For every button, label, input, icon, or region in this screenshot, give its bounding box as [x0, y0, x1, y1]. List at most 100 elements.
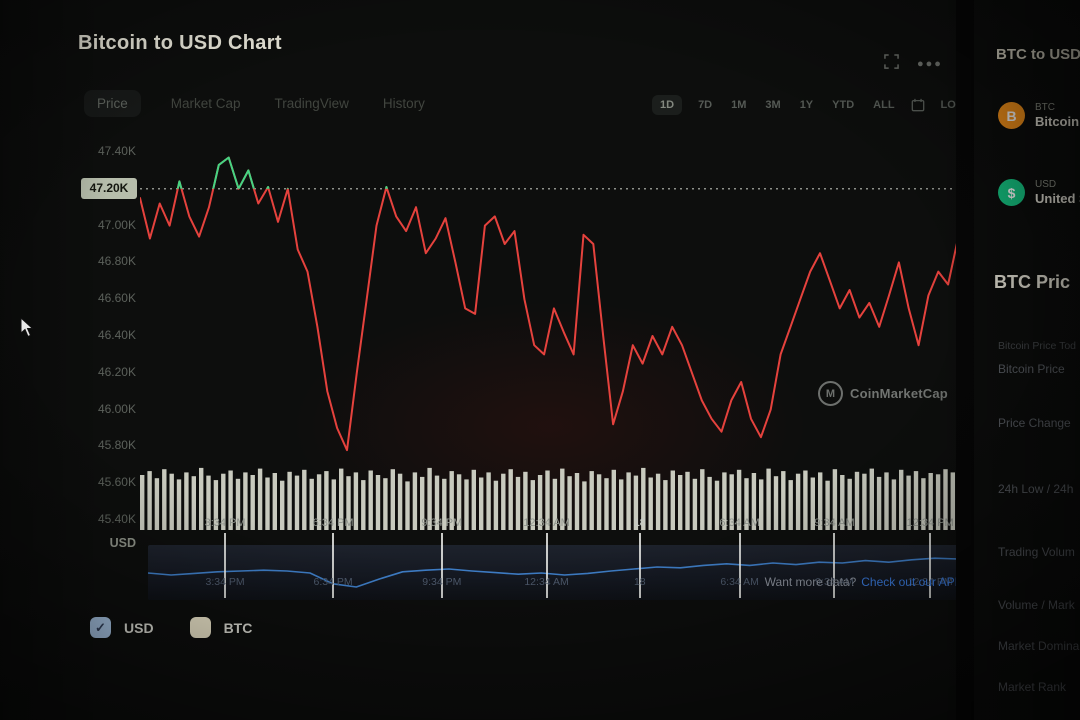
- volume-bar: [184, 472, 189, 530]
- price-chart[interactable]: [139, 140, 959, 532]
- volume-bar: [493, 480, 499, 530]
- price-line: [139, 156, 959, 452]
- x-axis-label: 9:34 AM: [814, 517, 855, 529]
- chart-tabs: Price Market Cap TradingView History: [84, 90, 429, 117]
- volume-bar: [397, 473, 403, 530]
- range-7d[interactable]: 7D: [695, 95, 715, 115]
- x-axis-label: 9:34 PM: [421, 517, 463, 529]
- navigator-label: 18: [633, 576, 646, 588]
- range-all[interactable]: ALL: [870, 95, 897, 115]
- range-1y[interactable]: 1Y: [797, 95, 816, 115]
- navigator[interactable]: [147, 545, 959, 600]
- y-axis-label: 47.00K: [97, 217, 136, 232]
- y-axis-label: 46.60K: [97, 291, 136, 306]
- x-axis-label: 12:34 AM: [523, 517, 570, 529]
- y-axis-label: 45.60K: [97, 475, 136, 490]
- range-selector: 1D 7D 1M 3M 1Y YTD ALL LOG: [652, 95, 967, 115]
- volume-bar: [272, 473, 277, 530]
- currency-name: United St: [1035, 191, 1080, 206]
- screen-bezel-gap: [956, 0, 974, 720]
- x-axis-gridline: [332, 533, 335, 598]
- volume-bar: [479, 477, 484, 530]
- volume-bar: [375, 475, 381, 530]
- range-1d[interactable]: 1D: [652, 95, 683, 115]
- stat-row-volume-market-cap[interactable]: Volume / Mark: [998, 598, 1075, 612]
- range-ytd[interactable]: YTD: [829, 95, 857, 115]
- stat-row-price-change[interactable]: Price Change: [998, 416, 1071, 430]
- volume-bar: [795, 473, 801, 530]
- volume-bar: [287, 471, 292, 530]
- stat-row-market-dominance[interactable]: Market Domina: [998, 639, 1080, 653]
- y-axis-unit-label: USD: [109, 536, 136, 550]
- volume-bar: [280, 480, 285, 530]
- range-3m[interactable]: 3M: [762, 95, 783, 115]
- stat-row-bitcoin-price[interactable]: Bitcoin Price: [998, 362, 1065, 376]
- fullscreen-icon[interactable]: [884, 54, 899, 74]
- volume-bar: [700, 469, 705, 530]
- navigator-svg: [147, 557, 959, 588]
- coinmarketcap-watermark: M CoinMarketCap: [818, 381, 948, 406]
- volume-bar: [869, 468, 874, 530]
- volume-bar: [678, 475, 683, 530]
- volume-bar: [162, 469, 167, 530]
- converter-currency-row[interactable]: $ USD United St: [998, 179, 1080, 206]
- volume-bar: [596, 474, 602, 530]
- tab-price[interactable]: Price: [84, 90, 141, 117]
- volume-bar: [294, 475, 300, 530]
- y-axis-label: 45.40K: [97, 512, 136, 526]
- sidebar: BTC to USD Co B BTC Bitcoin $ USD United…: [974, 0, 1080, 720]
- x-axis-label: 6:34 PM: [312, 517, 354, 529]
- dollar-icon: $: [998, 179, 1025, 206]
- legend-label-usd: USD: [124, 619, 154, 636]
- volume-bar: [508, 469, 513, 530]
- y-axis-label: 46.00K: [97, 401, 136, 416]
- volume-bar: [788, 480, 793, 530]
- volume-bar: [891, 479, 897, 530]
- x-axis-label: 3:34 PM: [204, 517, 246, 529]
- y-axis-label: 46.40K: [97, 328, 136, 342]
- stat-row-24h-low-high[interactable]: 24h Low / 24h: [998, 482, 1074, 496]
- y-axis-label: 46.20K: [97, 364, 136, 379]
- more-options-icon[interactable]: ●●●: [917, 58, 943, 70]
- tab-tradingview[interactable]: TradingView: [271, 90, 353, 117]
- legend-item-btc[interactable]: ✓ BTC: [189, 617, 252, 638]
- btc-checkbox[interactable]: ✓: [189, 617, 211, 638]
- tab-history[interactable]: History: [379, 90, 429, 117]
- navigator-label: 12:34 AM: [524, 576, 569, 588]
- legend-item-usd[interactable]: ✓ USD: [90, 617, 154, 638]
- y-axis-highlight-badge: 47.20K: [81, 177, 137, 199]
- currency-symbol: USD: [1035, 179, 1057, 190]
- chart-toolbar-icons: ●●●: [884, 54, 943, 74]
- volume-bar: [154, 478, 160, 530]
- volume-bar: [257, 468, 263, 530]
- navigator-label: 3:34 PM: [205, 576, 245, 588]
- tab-market-cap[interactable]: Market Cap: [167, 90, 245, 117]
- check-icon: ✓: [95, 619, 106, 635]
- api-note-text: Want more data?: [764, 575, 857, 589]
- mouse-cursor: [20, 316, 37, 343]
- volume-bar: [773, 476, 779, 530]
- volume-bar: [589, 471, 594, 530]
- watermark-label: CoinMarketCap: [850, 386, 948, 401]
- page-title: Bitcoin to USD Chart: [78, 32, 282, 54]
- volume-bar: [368, 470, 373, 530]
- volume-bar: [781, 471, 786, 530]
- volume-bar: [884, 472, 889, 530]
- calendar-icon[interactable]: [911, 98, 925, 112]
- bitcoin-icon: B: [998, 102, 1025, 129]
- x-axis-label: 12:34 PM: [906, 517, 954, 529]
- x-axis-gridline: [440, 533, 443, 598]
- price-line-above-ref: [176, 156, 389, 189]
- coin-symbol: BTC: [1035, 102, 1055, 113]
- stat-row-market-rank[interactable]: Market Rank: [998, 680, 1067, 694]
- api-link[interactable]: Check out our API: [861, 575, 958, 589]
- stat-row-trading-volume[interactable]: Trading Volum: [998, 545, 1075, 559]
- volume-bar: [169, 473, 174, 530]
- volume-bar: [582, 481, 587, 530]
- converter-coin-row[interactable]: B BTC Bitcoin: [998, 102, 1079, 129]
- coin-name: Bitcoin: [1035, 114, 1080, 129]
- usd-checkbox[interactable]: ✓: [90, 617, 111, 638]
- range-1m[interactable]: 1M: [728, 95, 749, 115]
- y-axis-label: 47.40K: [97, 144, 136, 158]
